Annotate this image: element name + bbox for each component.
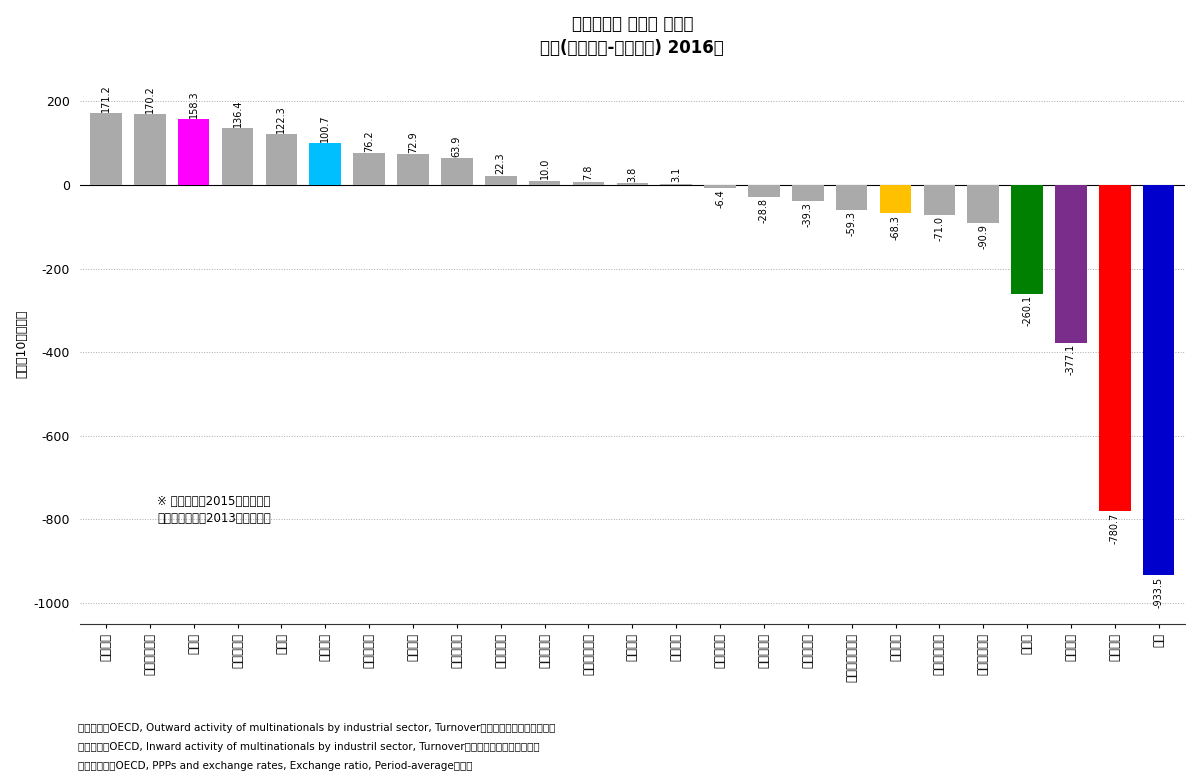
Text: -6.4: -6.4 [715, 189, 725, 207]
Text: -28.8: -28.8 [758, 198, 769, 223]
Text: 7.8: 7.8 [583, 165, 594, 180]
Text: イスラエルは2013年のデータ: イスラエルは2013年のデータ [157, 512, 271, 525]
Text: -39.3: -39.3 [803, 203, 812, 228]
Bar [397, 154, 428, 185]
Text: 171.2: 171.2 [101, 85, 110, 112]
Text: -260.1: -260.1 [1022, 295, 1032, 326]
Bar [617, 183, 648, 185]
Bar [880, 185, 911, 214]
Bar [134, 114, 166, 185]
Text: 63.9: 63.9 [452, 135, 462, 157]
Bar [1012, 185, 1043, 294]
Bar [792, 185, 823, 201]
Text: -68.3: -68.3 [890, 215, 900, 240]
Bar [265, 134, 298, 185]
Y-axis label: 金額［10億ドル］: 金額［10億ドル］ [14, 309, 28, 378]
Text: 122.3: 122.3 [276, 105, 287, 132]
Bar [90, 114, 121, 185]
Bar [222, 128, 253, 185]
Text: 158.3: 158.3 [188, 90, 199, 117]
Bar [485, 175, 516, 185]
Bar [836, 185, 868, 210]
Text: 22.3: 22.3 [496, 153, 505, 175]
Text: 10.0: 10.0 [540, 158, 550, 179]
Text: 100.7: 100.7 [320, 114, 330, 142]
Bar [442, 158, 473, 185]
Text: -377.1: -377.1 [1066, 344, 1076, 375]
Bar [1142, 185, 1175, 576]
Text: 170.2: 170.2 [145, 85, 155, 113]
Bar [1055, 185, 1087, 343]
Text: -780.7: -780.7 [1110, 513, 1120, 543]
Text: 対外活動：OECD, Outward activity of multinationals by industrial sector, Turnoverを為替レ: 対外活動：OECD, Outward activity of multinati… [78, 723, 556, 734]
Bar [178, 119, 210, 185]
Text: 76.2: 76.2 [364, 130, 374, 152]
Bar [529, 181, 560, 185]
Text: ※ イタリアは2015年のデータ: ※ イタリアは2015年のデータ [157, 495, 270, 508]
Bar [967, 185, 1000, 223]
Text: -933.5: -933.5 [1153, 576, 1164, 608]
Bar [748, 185, 780, 197]
Bar [1099, 185, 1130, 511]
Bar [660, 184, 692, 185]
Text: 72.9: 72.9 [408, 132, 418, 153]
Bar [310, 143, 341, 185]
Text: -71.0: -71.0 [935, 216, 944, 241]
Bar [924, 185, 955, 215]
Text: 対内活動：OECD, Inward activity of multinationals by industril sector, Turnoverを為替レート: 対内活動：OECD, Inward activity of multinatio… [78, 742, 540, 752]
Bar [353, 153, 385, 185]
Bar [704, 185, 736, 188]
Text: 為替レート：OECD, PPPs and exchange rates, Exchange ratio, Period-averageの数値: 為替レート：OECD, PPPs and exchange rates, Exc… [78, 761, 473, 771]
Text: -90.9: -90.9 [978, 224, 989, 249]
Bar [572, 182, 605, 185]
Text: 3.1: 3.1 [671, 167, 682, 182]
Title: 多国籍企業 製造業 売上高
正味(対内活動-対外活動) 2016年: 多国籍企業 製造業 売上高 正味(対内活動-対外活動) 2016年 [540, 15, 725, 56]
Text: -59.3: -59.3 [847, 211, 857, 236]
Text: 3.8: 3.8 [628, 167, 637, 182]
Text: 136.4: 136.4 [233, 99, 242, 127]
